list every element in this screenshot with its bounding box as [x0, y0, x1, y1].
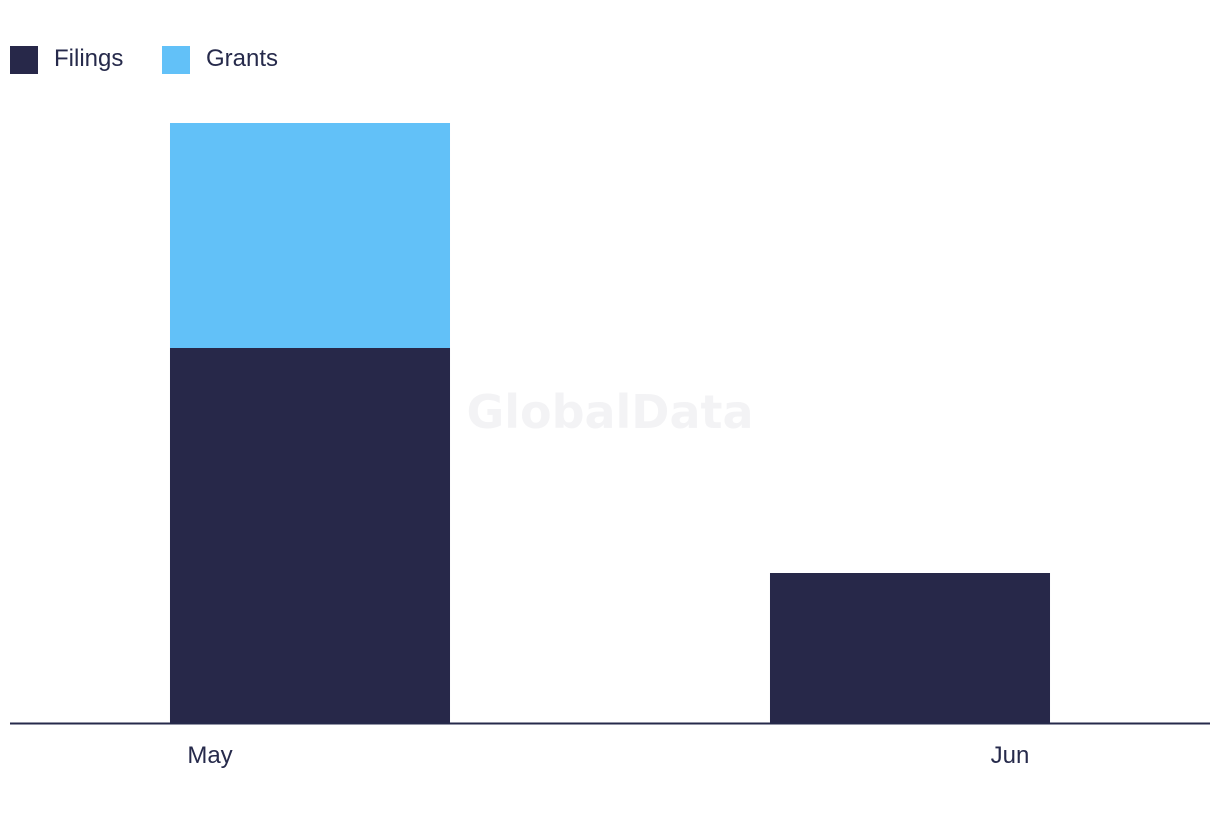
- bars-group: [169, 123, 1051, 723]
- legend-label-grants: Grants: [206, 45, 278, 72]
- bar-filings-jun: [769, 573, 1051, 723]
- legend-swatch-grants: [162, 46, 190, 74]
- x-tick-label-may: May: [187, 742, 232, 769]
- bar-grants-may: [169, 123, 451, 348]
- bar-filings-may: [169, 348, 451, 723]
- legend-label-filings: Filings: [54, 45, 123, 72]
- x-tick-labels: May Jun: [187, 742, 1029, 769]
- legend-swatch-filings: [10, 46, 38, 74]
- legend: Filings Grants: [10, 45, 278, 74]
- x-tick-label-jun: Jun: [991, 742, 1030, 769]
- watermark-text: GlobalData: [466, 385, 753, 439]
